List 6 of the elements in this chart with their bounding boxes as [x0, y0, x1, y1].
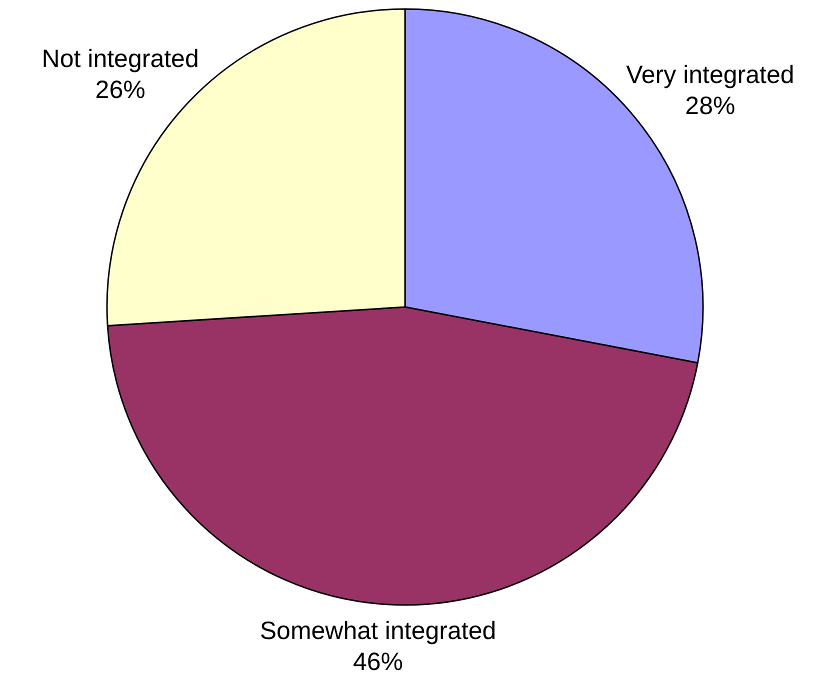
data-label: 28% — [685, 92, 736, 120]
slice-label: Somewhat integrated — [260, 616, 496, 645]
data-label: 26% — [95, 76, 146, 104]
slice-label: Not integrated — [42, 44, 199, 73]
slice-label: Very integrated — [626, 60, 794, 89]
data-label: 46% — [352, 648, 404, 676]
